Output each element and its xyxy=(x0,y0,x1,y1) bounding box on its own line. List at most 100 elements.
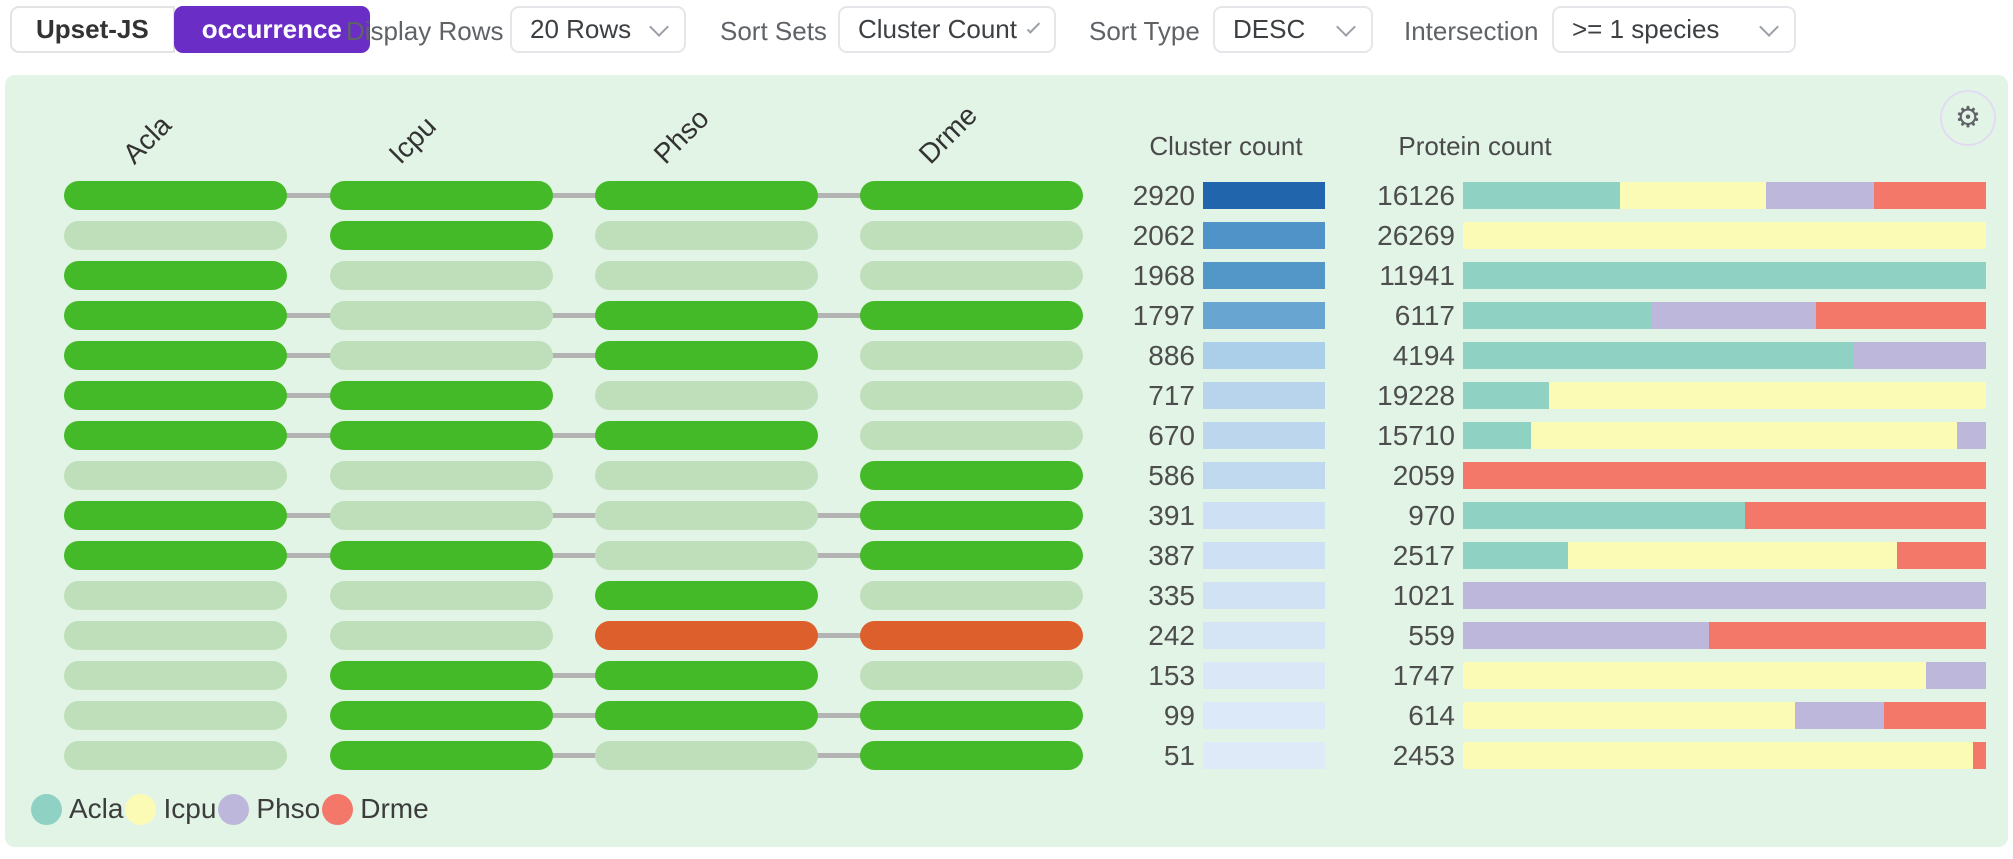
protein-count-bar[interactable] xyxy=(1463,382,1986,409)
membership-pill-icpu[interactable] xyxy=(330,461,553,490)
membership-pill-acla[interactable] xyxy=(64,661,287,690)
membership-pill-phso[interactable] xyxy=(595,741,818,770)
membership-pill-acla[interactable] xyxy=(64,701,287,730)
cluster-count-bar[interactable] xyxy=(1203,502,1325,529)
sort-type-select[interactable]: DESC xyxy=(1213,6,1373,53)
upset-js-button[interactable]: Upset-JS xyxy=(10,6,175,53)
protein-count-bar[interactable] xyxy=(1463,182,1986,209)
membership-pill-drme[interactable] xyxy=(860,301,1083,330)
membership-pill-drme[interactable] xyxy=(860,701,1083,730)
protein-count-bar[interactable] xyxy=(1463,742,1986,769)
membership-pill-acla[interactable] xyxy=(64,741,287,770)
legend-item-acla[interactable]: Acla xyxy=(31,793,123,825)
membership-pill-phso[interactable] xyxy=(595,341,818,370)
cluster-count-bar[interactable] xyxy=(1203,582,1325,609)
protein-count-bar[interactable] xyxy=(1463,422,1986,449)
membership-pill-drme[interactable] xyxy=(860,501,1083,530)
membership-pill-icpu[interactable] xyxy=(330,621,553,650)
cluster-count-bar[interactable] xyxy=(1203,302,1325,329)
membership-pill-icpu[interactable] xyxy=(330,381,553,410)
legend-item-icpu[interactable]: Icpu xyxy=(125,793,216,825)
membership-pill-drme[interactable] xyxy=(860,341,1083,370)
cluster-count-bar[interactable] xyxy=(1203,222,1325,249)
membership-pill-drme[interactable] xyxy=(860,741,1083,770)
membership-pill-icpu[interactable] xyxy=(330,181,553,210)
membership-pill-acla[interactable] xyxy=(64,261,287,290)
membership-pill-icpu[interactable] xyxy=(330,741,553,770)
set-column-header-icpu[interactable]: Icpu xyxy=(382,110,442,170)
membership-pill-acla[interactable] xyxy=(64,221,287,250)
cluster-count-bar[interactable] xyxy=(1203,622,1325,649)
membership-pill-icpu[interactable] xyxy=(330,421,553,450)
cluster-count-bar[interactable] xyxy=(1203,262,1325,289)
cluster-count-bar[interactable] xyxy=(1203,422,1325,449)
membership-pill-acla[interactable] xyxy=(64,461,287,490)
membership-pill-icpu[interactable] xyxy=(330,341,553,370)
membership-pill-acla[interactable] xyxy=(64,541,287,570)
membership-pill-icpu[interactable] xyxy=(330,541,553,570)
protein-count-bar[interactable] xyxy=(1463,702,1986,729)
membership-pill-drme[interactable] xyxy=(860,541,1083,570)
membership-pill-phso[interactable] xyxy=(595,301,818,330)
protein-count-bar[interactable] xyxy=(1463,302,1986,329)
cluster-count-bar[interactable] xyxy=(1203,662,1325,689)
display-rows-select[interactable]: 20 Rows xyxy=(510,6,686,53)
membership-pill-icpu[interactable] xyxy=(330,501,553,530)
membership-pill-phso[interactable] xyxy=(595,701,818,730)
cluster-count-bar[interactable] xyxy=(1203,462,1325,489)
protein-count-bar[interactable] xyxy=(1463,622,1986,649)
cluster-count-bar[interactable] xyxy=(1203,342,1325,369)
protein-count-bar[interactable] xyxy=(1463,222,1986,249)
intersection-select[interactable]: >= 1 species xyxy=(1552,6,1796,53)
membership-pill-acla[interactable] xyxy=(64,581,287,610)
membership-pill-phso[interactable] xyxy=(595,421,818,450)
membership-pill-acla[interactable] xyxy=(64,421,287,450)
occurrence-button[interactable]: occurrence xyxy=(173,6,370,53)
membership-pill-phso[interactable] xyxy=(595,381,818,410)
membership-pill-phso[interactable] xyxy=(595,661,818,690)
membership-pill-phso[interactable] xyxy=(595,181,818,210)
membership-pill-phso[interactable] xyxy=(595,261,818,290)
membership-pill-icpu[interactable] xyxy=(330,661,553,690)
membership-pill-drme[interactable] xyxy=(860,181,1083,210)
membership-pill-acla[interactable] xyxy=(64,381,287,410)
legend-item-drme[interactable]: Drme xyxy=(322,793,429,825)
membership-pill-phso[interactable] xyxy=(595,501,818,530)
membership-pill-drme[interactable] xyxy=(860,581,1083,610)
membership-pill-drme[interactable] xyxy=(860,261,1083,290)
set-column-header-drme[interactable]: Drme xyxy=(912,99,983,170)
legend-item-phso[interactable]: Phso xyxy=(218,793,320,825)
membership-pill-icpu[interactable] xyxy=(330,261,553,290)
protein-count-bar[interactable] xyxy=(1463,582,1986,609)
set-column-header-acla[interactable]: Acla xyxy=(116,109,177,170)
membership-pill-drme[interactable] xyxy=(860,621,1083,650)
protein-count-bar[interactable] xyxy=(1463,502,1986,529)
membership-pill-icpu[interactable] xyxy=(330,581,553,610)
cluster-count-bar[interactable] xyxy=(1203,182,1325,209)
protein-count-bar[interactable] xyxy=(1463,542,1986,569)
cluster-count-bar[interactable] xyxy=(1203,742,1325,769)
protein-count-bar[interactable] xyxy=(1463,342,1986,369)
membership-pill-icpu[interactable] xyxy=(330,301,553,330)
membership-pill-drme[interactable] xyxy=(860,661,1083,690)
protein-count-bar[interactable] xyxy=(1463,462,1986,489)
membership-pill-acla[interactable] xyxy=(64,621,287,650)
membership-pill-drme[interactable] xyxy=(860,381,1083,410)
membership-pill-phso[interactable] xyxy=(595,541,818,570)
membership-pill-drme[interactable] xyxy=(860,421,1083,450)
protein-count-bar[interactable] xyxy=(1463,662,1986,689)
membership-pill-phso[interactable] xyxy=(595,221,818,250)
membership-pill-icpu[interactable] xyxy=(330,221,553,250)
cluster-count-bar[interactable] xyxy=(1203,382,1325,409)
sort-sets-select[interactable]: Cluster Count xyxy=(838,6,1056,53)
cluster-count-bar[interactable] xyxy=(1203,702,1325,729)
membership-pill-acla[interactable] xyxy=(64,301,287,330)
protein-count-bar[interactable] xyxy=(1463,262,1986,289)
membership-pill-phso[interactable] xyxy=(595,581,818,610)
settings-button[interactable]: ⚙ xyxy=(1940,90,1996,146)
membership-pill-drme[interactable] xyxy=(860,461,1083,490)
membership-pill-acla[interactable] xyxy=(64,501,287,530)
membership-pill-phso[interactable] xyxy=(595,621,818,650)
cluster-count-bar[interactable] xyxy=(1203,542,1325,569)
membership-pill-icpu[interactable] xyxy=(330,701,553,730)
